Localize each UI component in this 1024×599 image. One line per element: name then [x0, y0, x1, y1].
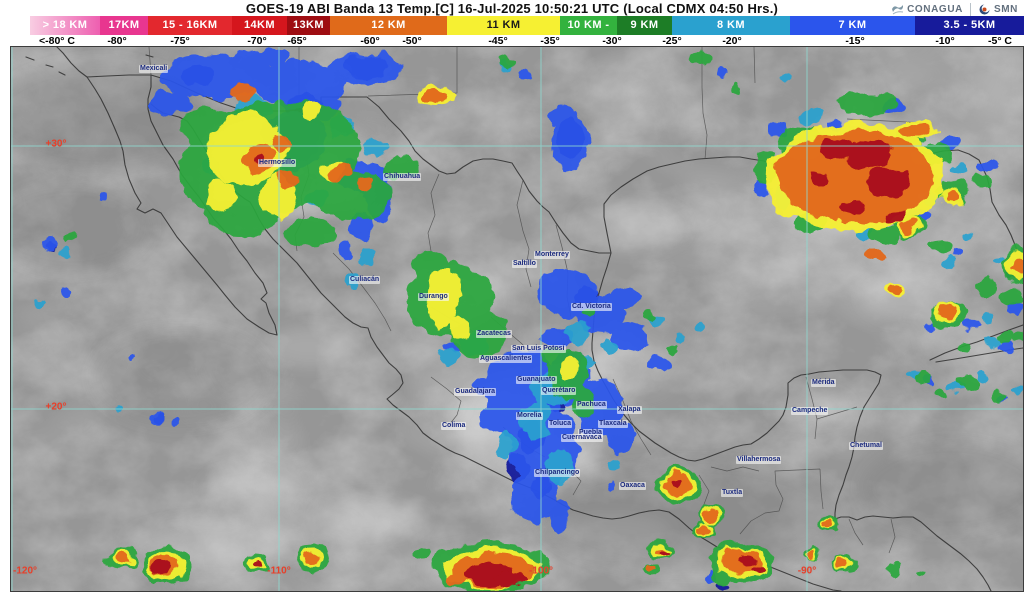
legend-segment: 10 KM - [560, 16, 617, 35]
legend-temp-tick: -15° [845, 35, 865, 47]
city-label: Toluca [548, 420, 573, 428]
satellite-map [11, 47, 1023, 591]
legend-segment: 15 - 16KM [148, 16, 232, 35]
city-label: Chihuahua [383, 173, 422, 181]
city-label: Durango [418, 293, 449, 301]
graticule-label: -100° [528, 565, 554, 577]
legend-temp-tick: -30° [602, 35, 622, 47]
logo-separator [969, 2, 971, 17]
cells-darkred [152, 138, 907, 587]
city-label: Chetumal [849, 442, 883, 450]
legend-segment: 12 KM [330, 16, 447, 35]
image-title: GOES-19 ABI Banda 13 Temp.[C] 16-Jul-202… [245, 1, 779, 16]
legend-temp-tick: -80° [107, 35, 127, 47]
smn-swirl-icon [979, 4, 990, 15]
legend-segment: 14KM [232, 16, 287, 35]
legend-temp-tick: -5° C [987, 35, 1013, 47]
city-label: Chilpancingo [534, 469, 581, 477]
graticule-label: -120° [12, 565, 38, 577]
graticule-label: +20° [45, 401, 67, 413]
city-label: Oaxaca [619, 482, 646, 490]
legend-ticks: <-80° C -80° -75° -70° -65° -60° -50° -45° -35° -… [0, 35, 1024, 47]
legend-segment: 9 KM [617, 16, 672, 35]
legend-temp-tick: -10° [935, 35, 955, 47]
city-label: Morelia [516, 412, 543, 420]
city-label: Querétaro [541, 387, 577, 395]
graticule-label: -90° [797, 565, 817, 577]
conagua-logo: CONAGUA [891, 3, 963, 16]
city-label: Guanajuato [516, 376, 557, 384]
city-label: Cd. Victoria [571, 303, 612, 311]
city-label: Colima [441, 422, 467, 430]
city-label: Monterrey [534, 251, 570, 259]
city-label: Hermosillo [258, 159, 297, 167]
city-label: Culiacán [349, 276, 381, 284]
city-label: Cuernavaca [561, 434, 603, 442]
conagua-logo-text: CONAGUA [907, 4, 963, 15]
legend-segment: 11 KM [447, 16, 560, 35]
smn-logo-text: SMN [993, 4, 1018, 15]
map-area: +30° +20° -120° -110° -100° -90° Mexicali Hermo… [10, 46, 1024, 592]
legend-temp-tick: -20° [722, 35, 742, 47]
legend-temp-tick: -45° [488, 35, 508, 47]
legend-temp-tick: -70° [247, 35, 267, 47]
city-label: Mexicali [139, 65, 169, 73]
legend-bar: > 18 KM 17KM 15 - 16KM 14KM 13KM 12 KM 11 KM 10… [30, 16, 1024, 35]
city-label: Tlaxcala [598, 420, 628, 428]
graticule [11, 47, 1023, 591]
city-label: Xalapa [617, 406, 642, 414]
city-label: San Luis Potosí [511, 345, 566, 353]
conagua-wave-icon [892, 5, 904, 15]
city-label: Aguascalientes [479, 355, 533, 363]
city-label: Pachuca [576, 401, 607, 409]
legend-temp-tick: <-80° C [38, 35, 76, 47]
graticule-label: -110° [267, 565, 291, 577]
city-label: Saltillo [512, 260, 537, 268]
legend-temp-tick: -60° [360, 35, 380, 47]
city-label: Zacatecas [476, 330, 512, 338]
legend-temp-tick: -50° [402, 35, 422, 47]
legend-segment: 17KM [100, 16, 148, 35]
city-label: Guadalajara [454, 388, 497, 396]
agency-logos: CONAGUA SMN [891, 2, 1018, 17]
smn-logo: SMN [978, 3, 1018, 16]
graticule-label: +30° [45, 138, 67, 150]
city-label: Tuxtla [721, 489, 744, 497]
legend-segment: 8 KM [672, 16, 790, 35]
legend-segment: 7 KM [790, 16, 915, 35]
city-label: Puebla [578, 429, 603, 437]
legend-temp-tick: -35° [540, 35, 560, 47]
legend-segment: 13KM [287, 16, 330, 35]
legend-segment: > 18 KM [30, 16, 100, 35]
city-label: Campeche [791, 407, 829, 415]
legend-segment: 3.5 - 5KM [915, 16, 1024, 35]
city-label: Villahermosa [736, 456, 782, 464]
legend-temp-tick: -75° [170, 35, 190, 47]
legend-temp-tick: -25° [662, 35, 682, 47]
legend-temp-tick: -65° [287, 35, 307, 47]
city-label: Mérida [811, 379, 836, 387]
